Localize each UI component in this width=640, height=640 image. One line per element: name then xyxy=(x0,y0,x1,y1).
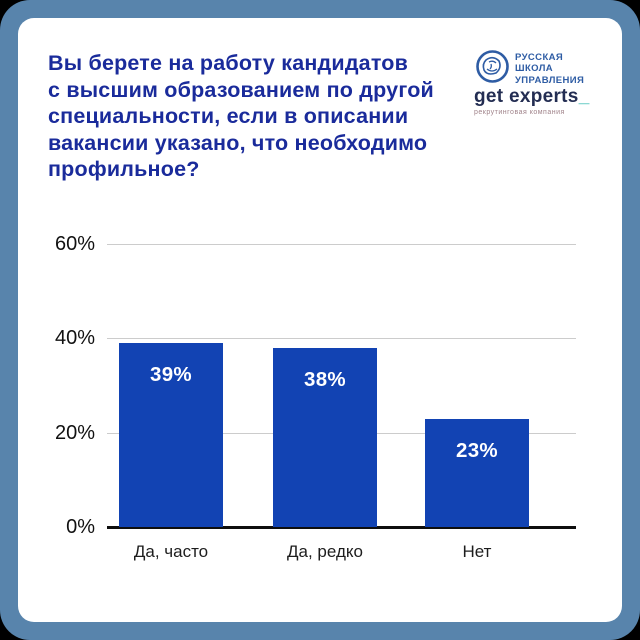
rsu-logo-line3: УПРАВЛЕНИЯ xyxy=(515,74,585,86)
bar-value-label: 23% xyxy=(456,438,498,462)
bar-Да, редко: 38% xyxy=(273,347,377,527)
get-experts-wordmark-text: get experts xyxy=(474,86,579,107)
survey-question-title: Вы берете на работу кандидатов с высшим … xyxy=(48,51,434,181)
x-axis-line xyxy=(107,526,576,529)
y-tick-label-0: 0% xyxy=(66,516,95,538)
x-category-label: Нет xyxy=(462,542,492,561)
get-experts-logo: get experts_ рекрутинговая компания xyxy=(474,86,590,116)
x-category-label: Да, редко xyxy=(287,542,363,561)
bar-value-label: 39% xyxy=(150,363,192,387)
y-tick-label-40: 40% xyxy=(54,327,95,350)
rsu-logo-line1: РУССКАЯ xyxy=(515,51,564,63)
y-tick-label-60: 60% xyxy=(54,233,95,255)
gridline-40 xyxy=(107,338,576,340)
x-category-label: Да, часто xyxy=(133,542,209,561)
rsu-globe-icon xyxy=(476,50,509,88)
bar-chart: 39% Да, часто 38% Да, редко 23% Нет 60% 40% 20%… xyxy=(18,233,622,594)
plot-area: 39% Да, часто 38% Да, редко 23% Нет xyxy=(107,244,576,561)
rsu-logo: РУССКАЯ ШКОЛА УПРАВЛЕНИЯ xyxy=(476,50,584,88)
rsu-logo-text: РУССКАЯ ШКОЛА УПРАВЛЕНИЯ xyxy=(515,52,584,87)
infographic-card: Вы берете на работу кандидатов с высшим … xyxy=(18,18,622,622)
y-tick-label-20: 20% xyxy=(54,421,95,444)
get-experts-underscore: _ xyxy=(578,86,590,107)
get-experts-wordmark: get experts_ xyxy=(474,86,590,108)
bar-value-label: 38% xyxy=(304,367,346,391)
rsu-logo-line2: ШКОЛА xyxy=(515,63,554,75)
get-experts-tagline: рекрутинговая компания xyxy=(474,109,565,116)
bar-Да, часто: 39% xyxy=(119,343,223,527)
gridline-60 xyxy=(107,244,576,245)
bar-Нет: 23% xyxy=(425,418,529,527)
